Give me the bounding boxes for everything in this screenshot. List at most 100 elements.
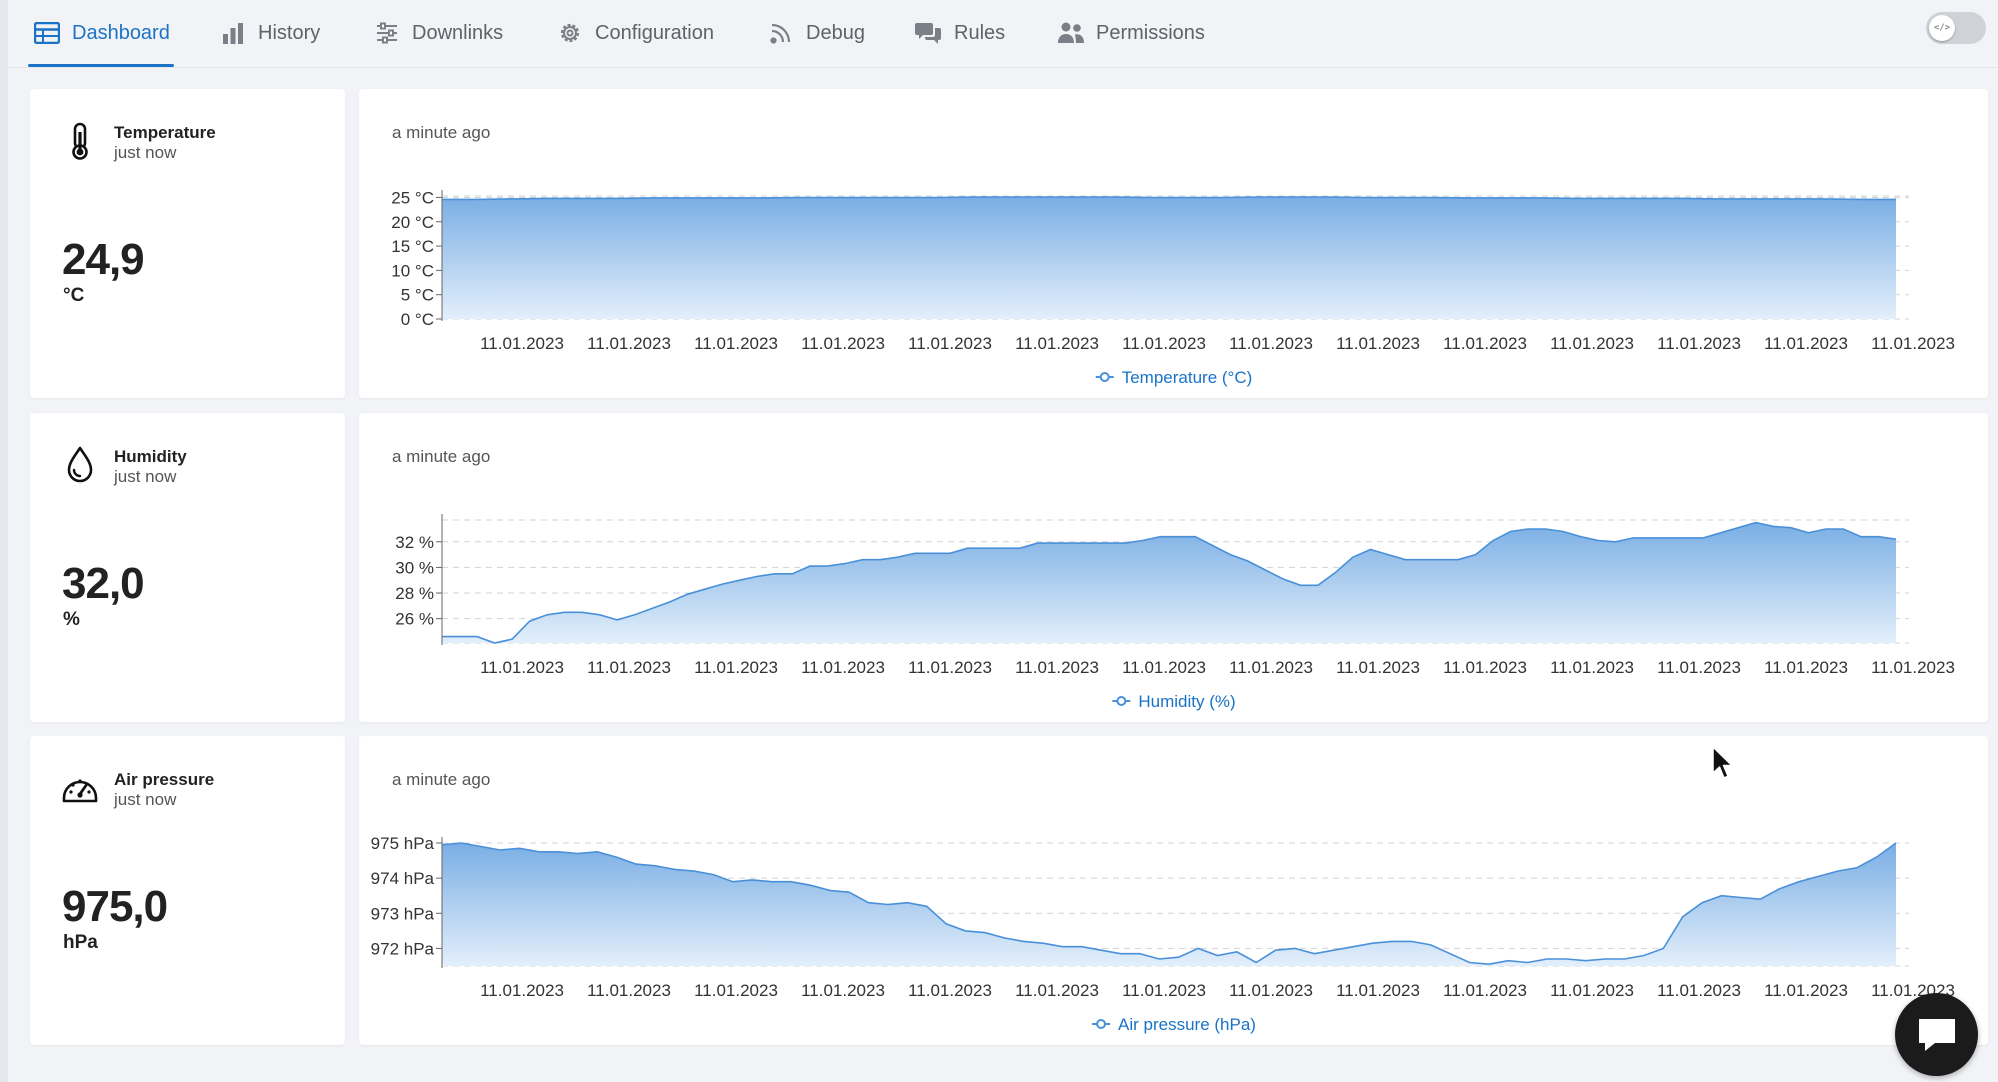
x-tick-label: 11.01.2023 [1336, 658, 1420, 677]
legend[interactable]: Humidity (%) [1112, 692, 1236, 711]
sensor-updated: just now [114, 143, 177, 162]
droplet-icon [60, 445, 100, 485]
series-area [442, 197, 1896, 319]
x-tick-label: 11.01.2023 [908, 981, 992, 1000]
tab-history[interactable]: History [218, 0, 320, 66]
series-line [442, 196, 1896, 201]
chart-updated: a minute ago [392, 770, 491, 789]
tab-dashboard[interactable]: Dashboard [28, 0, 174, 67]
table-icon [32, 18, 62, 48]
x-tick-label: 11.01.2023 [801, 334, 885, 353]
x-tick-label: 11.01.2023 [1122, 981, 1206, 1000]
left-edge [0, 0, 8, 1082]
tab-label: Permissions [1096, 21, 1205, 44]
chart-card-air-pressure: a minute ago 972 hPa 973 hPa 974 hPa 975 hP… [359, 736, 1988, 1045]
x-tick-label: 11.01.2023 [1443, 981, 1527, 1000]
tab-label: Rules [954, 21, 1006, 44]
y-tick-label: 32 % [395, 533, 434, 552]
x-tick-label: 11.01.2023 [1229, 658, 1313, 677]
air-pressure-chart: 972 hPa 973 hPa 974 hPa 975 hPa 11.01.2023 11… [371, 834, 1955, 1034]
x-tick-label: 11.01.2023 [1550, 658, 1634, 677]
x-tick-label: 11.01.2023 [694, 658, 778, 677]
legend[interactable]: Air pressure (hPa) [1092, 1015, 1256, 1034]
series-line [441, 842, 1897, 966]
bar-chart-icon [218, 18, 248, 48]
sensor-unit: °C [63, 285, 85, 306]
x-tick-label: 11.01.2023 [1229, 981, 1313, 1000]
sliders-icon [372, 18, 402, 48]
series-area [442, 843, 1896, 966]
y-tick-label: 973 hPa [371, 904, 435, 923]
x-tick-label: 11.01.2023 [801, 658, 885, 677]
x-tick-label: 11.01.2023 [694, 334, 778, 353]
tab-downlinks[interactable]: Downlinks [372, 0, 503, 66]
legend-marker-dot [1099, 372, 1110, 382]
legend-marker-dot [1096, 1019, 1107, 1029]
x-tick-label: 11.01.2023 [1443, 658, 1527, 677]
chat-button[interactable] [1895, 993, 1978, 1076]
x-tick-label: 11.01.2023 [1015, 334, 1099, 353]
chart-card-humidity: a minute ago 26 % 28 % 30 % 32 % 11.01.2023 1… [359, 413, 1988, 722]
y-tick-label: 0 °C [401, 310, 434, 329]
x-tick-label: 11.01.2023 [1550, 334, 1634, 353]
x-tick-label: 11.01.2023 [1657, 334, 1741, 353]
sensor-value: 24,9 [62, 235, 145, 284]
legend-marker-dot [1116, 696, 1127, 706]
legend-label[interactable]: Temperature (°C) [1122, 368, 1253, 387]
sensor-name: Air pressure [114, 770, 215, 789]
tab-debug[interactable]: Debug [766, 0, 865, 66]
y-tick-label: 10 °C [391, 261, 434, 280]
tab-permissions[interactable]: Permissions [1056, 0, 1205, 66]
tab-configuration[interactable]: Configuration [555, 0, 714, 66]
thermometer-icon [60, 121, 100, 161]
y-tick-label: 26 % [395, 610, 434, 629]
sensor-updated: just now [114, 790, 177, 809]
code-icon: </> [1929, 15, 1955, 41]
sensor-name: Humidity [114, 447, 187, 466]
tab-label: Downlinks [412, 21, 504, 44]
x-tick-label: 11.01.2023 [1871, 334, 1955, 353]
tab-label: Dashboard [72, 21, 170, 44]
y-tick-label: 975 hPa [371, 834, 435, 853]
x-tick-label: 11.01.2023 [1764, 334, 1848, 353]
chart-card-temperature: a minute ago 0 °C 5 °C 10 °C 15 °C 20 °C 25 °… [359, 89, 1988, 398]
x-tick-label: 11.01.2023 [1229, 334, 1313, 353]
y-tick-label: 20 °C [391, 213, 434, 232]
x-tick-label: 11.01.2023 [1015, 658, 1099, 677]
x-tick-label: 11.01.2023 [1015, 981, 1099, 1000]
developer-toggle[interactable]: </> [1926, 12, 1986, 44]
chat-bubbles-icon [914, 18, 944, 48]
legend-label[interactable]: Air pressure (hPa) [1118, 1015, 1256, 1034]
gauge-icon [60, 768, 100, 808]
x-tick-label: 11.01.2023 [1122, 658, 1206, 677]
y-tick-label: 972 hPa [371, 939, 435, 958]
sensor-value: 32,0 [62, 559, 145, 608]
x-tick-label: 11.01.2023 [587, 334, 671, 353]
x-tick-label: 11.01.2023 [801, 981, 885, 1000]
y-tick-label: 30 % [395, 558, 434, 577]
sensor-unit: % [63, 609, 80, 630]
y-tick-label: 5 °C [401, 286, 434, 305]
sensor-card-temperature: Temperature just now 24,9 °C [30, 89, 345, 398]
x-tick-label: 11.01.2023 [908, 334, 992, 353]
sensor-card-humidity: Humidity just now 32,0 % [30, 413, 345, 722]
gear-icon [555, 18, 585, 48]
x-tick-label: 11.01.2023 [694, 981, 778, 1000]
x-tick-label: 11.01.2023 [1122, 334, 1206, 353]
legend-label[interactable]: Humidity (%) [1138, 692, 1235, 711]
x-tick-label: 11.01.2023 [480, 334, 564, 353]
temperature-chart: 0 °C 5 °C 10 °C 15 °C 20 °C 25 °C 11.01.2023 11… [391, 188, 1955, 387]
x-tick-label: 11.01.2023 [1336, 981, 1420, 1000]
x-tick-label: 11.01.2023 [908, 658, 992, 677]
legend[interactable]: Temperature (°C) [1095, 368, 1253, 387]
x-tick-label: 11.01.2023 [1336, 334, 1420, 353]
x-tick-label: 11.01.2023 [587, 658, 671, 677]
sensor-name: Temperature [114, 123, 216, 142]
series-area [442, 522, 1896, 643]
tab-label: Configuration [595, 21, 714, 44]
sensor-value: 975,0 [62, 882, 168, 931]
sensor-card-air-pressure: Air pressure just now 975,0 hPa [30, 736, 345, 1045]
y-tick-label: 974 hPa [371, 869, 435, 888]
tab-rules[interactable]: Rules [914, 0, 1005, 66]
sensor-updated: just now [114, 467, 177, 486]
